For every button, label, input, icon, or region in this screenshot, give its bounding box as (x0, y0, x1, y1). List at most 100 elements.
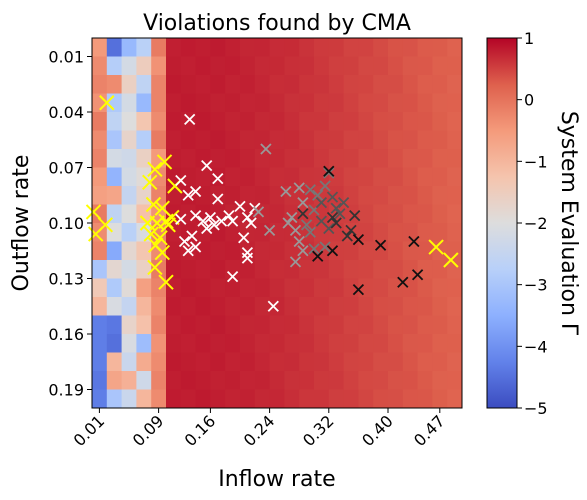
violation-marker (189, 241, 202, 253)
heatmap-cell (254, 334, 270, 353)
heatmap-cell (106, 371, 122, 390)
heatmap-cell (92, 315, 108, 335)
violation-marker (326, 211, 339, 224)
heatmap-cell (269, 278, 285, 298)
heatmap-cell (225, 297, 241, 316)
heatmap-cell (254, 38, 270, 57)
heatmap-cell (254, 389, 270, 409)
violation-marker (223, 209, 235, 222)
heatmap-cell (180, 334, 196, 353)
heatmap-cell (373, 186, 389, 205)
heatmap-cell (447, 260, 463, 279)
heatmap-cell (121, 56, 137, 76)
heatmap-cell (92, 352, 108, 372)
violation-marker (312, 250, 324, 262)
heatmap-cell (314, 112, 330, 131)
heatmap-cell (373, 260, 389, 279)
violation-marker (289, 224, 302, 237)
violation-marker (186, 230, 198, 242)
heatmap-cell (314, 389, 330, 409)
colorbar (486, 37, 518, 409)
heatmap-cell (388, 315, 404, 335)
heatmap-cell (343, 389, 359, 409)
heatmap-cell (328, 56, 344, 76)
heatmap-cell (269, 93, 285, 113)
heatmap-cell (180, 75, 196, 94)
heatmap-cell (121, 241, 137, 261)
heatmap-cell (328, 167, 344, 187)
heatmap-cell (136, 334, 152, 353)
heatmap-cell (240, 149, 256, 168)
violation-marker (345, 224, 357, 237)
heatmap-cell (269, 186, 285, 205)
heatmap-cell (402, 334, 418, 353)
heatmap-cell (269, 56, 285, 76)
heatmap-cell (343, 38, 359, 57)
chart-title: Violations found by CMA (143, 11, 411, 36)
violation-marker (397, 276, 409, 288)
heatmap-cell (447, 93, 463, 113)
heatmap-cell (166, 260, 182, 279)
violation-marker (238, 232, 250, 244)
heatmap-cell (92, 75, 108, 94)
heatmap-cell (136, 75, 152, 94)
heatmap-cell (121, 204, 137, 224)
heatmap-cell (388, 75, 404, 94)
heatmap-cell (328, 352, 344, 372)
heatmap-cell (225, 93, 241, 113)
heatmap-cell (136, 130, 152, 150)
heatmap-cell (299, 93, 315, 113)
heatmap-cell (417, 38, 433, 57)
heatmap-cell (417, 389, 433, 409)
heatmap-cell (402, 315, 418, 335)
violation-marker (411, 269, 424, 281)
heatmap-cell (284, 334, 300, 353)
heatmap-cell (180, 315, 196, 335)
y-tick-label: 0.13 (48, 270, 84, 289)
violation-marker (280, 185, 292, 198)
x-tick-label: 0.24 (240, 411, 279, 450)
heatmap-cell (180, 38, 196, 57)
heatmap-cell (388, 130, 404, 150)
heatmap-cell (121, 315, 137, 335)
heatmap-cell (299, 167, 315, 187)
heatmap-cell (299, 75, 315, 94)
violation-marker (241, 252, 254, 264)
heatmap-cell (254, 167, 270, 187)
heatmap-cell (269, 297, 285, 316)
heatmap-cell (417, 93, 433, 113)
heatmap-cell (432, 38, 448, 57)
heatmap-cell (121, 75, 137, 94)
heatmap-cell (254, 149, 270, 168)
heatmap-cell (447, 223, 463, 242)
heatmap-cell (299, 130, 315, 150)
heatmap-cell (432, 56, 448, 76)
heatmap-cell (106, 334, 122, 353)
heatmap-cell (269, 315, 285, 335)
heatmap-cell (284, 352, 300, 372)
heatmap-cell (373, 278, 389, 298)
heatmap-cell (240, 75, 256, 94)
heatmap-cell (328, 75, 344, 94)
heatmap-cell (284, 75, 300, 94)
heatmap-cell (343, 352, 359, 372)
heatmap-cell (106, 75, 122, 94)
heatmap-cell (92, 149, 108, 168)
heatmap-cell (166, 56, 182, 76)
violation-marker (145, 196, 162, 213)
heatmap-cell (254, 278, 270, 298)
heatmap-cell (314, 260, 330, 279)
heatmap-cell (136, 38, 152, 57)
heatmap-cell (284, 315, 300, 335)
heatmap-cell (299, 278, 315, 298)
heatmap-cell (343, 204, 359, 224)
heatmap-cell (240, 315, 256, 335)
violation-marker (204, 211, 217, 224)
heatmap-cell (92, 389, 108, 409)
violation-marker (164, 209, 180, 226)
heatmap-cell (240, 260, 256, 279)
heatmap-cell (373, 149, 389, 168)
heatmap-cell (358, 389, 374, 409)
heatmap-cell (343, 75, 359, 94)
violation-marker (147, 259, 163, 276)
